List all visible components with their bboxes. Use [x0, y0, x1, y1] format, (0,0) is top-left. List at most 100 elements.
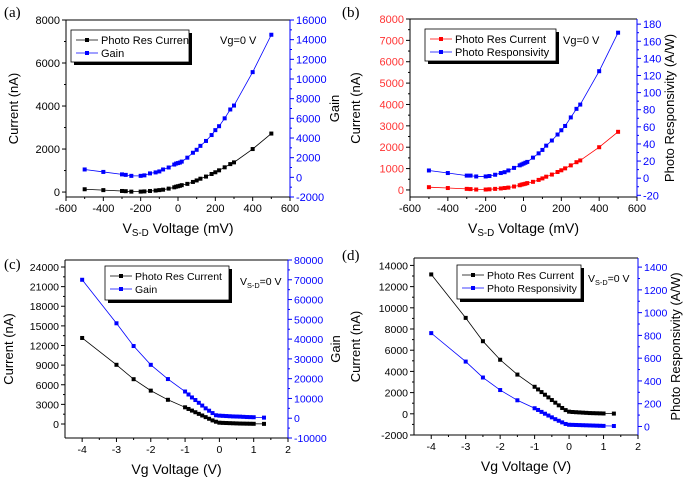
data-point-0: [269, 131, 274, 136]
data-point-0: [616, 129, 621, 134]
right-y-tick-label: 30000: [294, 354, 323, 366]
x-tick-label: -200: [130, 203, 152, 215]
x-axis-title-main: Vg Voltage (V): [131, 461, 221, 477]
data-point-1: [616, 30, 621, 35]
x-tick-label: -2: [495, 441, 504, 453]
data-point-0: [483, 187, 488, 192]
legend-label: Gain: [135, 284, 157, 296]
data-point-0: [553, 400, 558, 405]
data-point-1: [553, 417, 558, 422]
data-point-0: [207, 416, 212, 421]
data-point-0: [179, 183, 184, 188]
data-point-1: [568, 115, 573, 120]
x-tick-label: -600: [399, 203, 421, 215]
right-y-tick-label: 200: [644, 399, 662, 411]
x-tick-label: 1: [251, 444, 257, 456]
x-axis-title-main: V: [468, 220, 478, 236]
data-point-1: [563, 421, 568, 426]
annotation-rest: =0 V: [260, 276, 282, 288]
data-point-1: [194, 147, 199, 152]
left-y-tick-label: 2000: [380, 142, 404, 154]
data-point-1: [224, 414, 229, 419]
data-point-1: [138, 173, 143, 178]
data-point-0: [498, 186, 503, 191]
data-point-0: [480, 339, 485, 344]
data-point-0: [244, 421, 249, 426]
data-point-0: [228, 162, 233, 167]
x-tick-label: 400: [590, 203, 608, 215]
data-point-1: [200, 403, 205, 408]
left-y-tick-label: 7000: [380, 35, 404, 47]
data-point-1: [512, 165, 517, 170]
right-y-tick-label: 1200: [644, 285, 668, 297]
data-point-0: [194, 178, 199, 183]
left-y-tick-label: 1000: [380, 164, 404, 176]
data-point-0: [186, 406, 191, 411]
x-axis-title: Vg Voltage (V): [131, 461, 221, 477]
data-point-1: [532, 406, 537, 411]
data-point-1: [123, 172, 128, 177]
left-y-tick-label: 3000: [36, 399, 60, 411]
data-point-0: [165, 397, 170, 402]
data-point-0: [189, 408, 194, 413]
data-point-1: [165, 377, 170, 382]
data-point-0: [532, 384, 537, 389]
legend-box: [456, 264, 582, 300]
data-point-1: [161, 167, 166, 172]
data-point-1: [536, 407, 541, 412]
x-tick-label: 0: [566, 441, 572, 453]
data-point-1: [269, 32, 274, 37]
data-point-0: [502, 186, 507, 191]
data-point-1: [587, 423, 592, 428]
data-point-1: [217, 124, 222, 129]
left-y-axis-title: Current (nA): [1, 313, 16, 385]
annotation: VS-D=0 V: [588, 273, 630, 287]
data-point-0: [559, 168, 564, 173]
data-point-0: [129, 189, 134, 194]
right-y-tick-label: -20: [643, 190, 659, 202]
x-tick-label: -4: [77, 444, 86, 456]
annotation: Vg=0 V: [220, 35, 257, 47]
data-point-1: [555, 132, 560, 137]
data-point-1: [584, 423, 589, 428]
data-point-1: [185, 155, 190, 160]
data-point-0: [563, 408, 568, 413]
data-point-0: [429, 272, 434, 277]
x-tick-label: -4: [427, 441, 436, 453]
data-point-1: [237, 414, 242, 419]
data-point-0: [123, 189, 128, 194]
x-tick-label: -600: [55, 203, 77, 215]
data-point-0: [549, 398, 554, 403]
data-point-1: [190, 150, 195, 155]
annotation-sub: S-D: [247, 281, 260, 290]
right-y-tick-label: 10000: [294, 393, 323, 405]
left-y-tick-label: 4000: [385, 366, 409, 378]
legend-label: Photo Res Current: [101, 35, 192, 47]
data-point-1: [591, 423, 596, 428]
data-point-1: [597, 69, 602, 74]
data-point-0: [573, 410, 578, 415]
data-point-0: [578, 158, 583, 163]
x-axis-title-rest: Voltage (mV): [494, 220, 579, 236]
x-axis-title-sub: S-D: [477, 228, 494, 239]
data-point-0: [426, 185, 431, 190]
right-y-tick-label: 40000: [294, 334, 323, 346]
data-point-1: [544, 143, 549, 148]
panel-label: (a): [4, 5, 21, 21]
data-point-1: [483, 174, 488, 179]
panel-a: (a)-600 -400 -200 0 200 400 600020004000600080…: [4, 5, 342, 239]
left-y-tick-label: 24000: [30, 262, 59, 274]
data-point-1: [429, 331, 434, 336]
data-point-1: [502, 170, 507, 175]
right-y-tick-label: 1000: [644, 308, 668, 320]
left-y-tick-label: 8000: [380, 14, 404, 26]
data-point-1: [498, 171, 503, 176]
data-point-0: [82, 187, 87, 192]
data-point-0: [142, 189, 147, 194]
right-y-tick-label: 60000: [294, 295, 323, 307]
data-point-0: [474, 187, 479, 192]
data-point-0: [556, 403, 561, 408]
panel-d: (d)-4 -3 -2 -1 0 1 2-2000020004000600080001000…: [342, 248, 683, 474]
